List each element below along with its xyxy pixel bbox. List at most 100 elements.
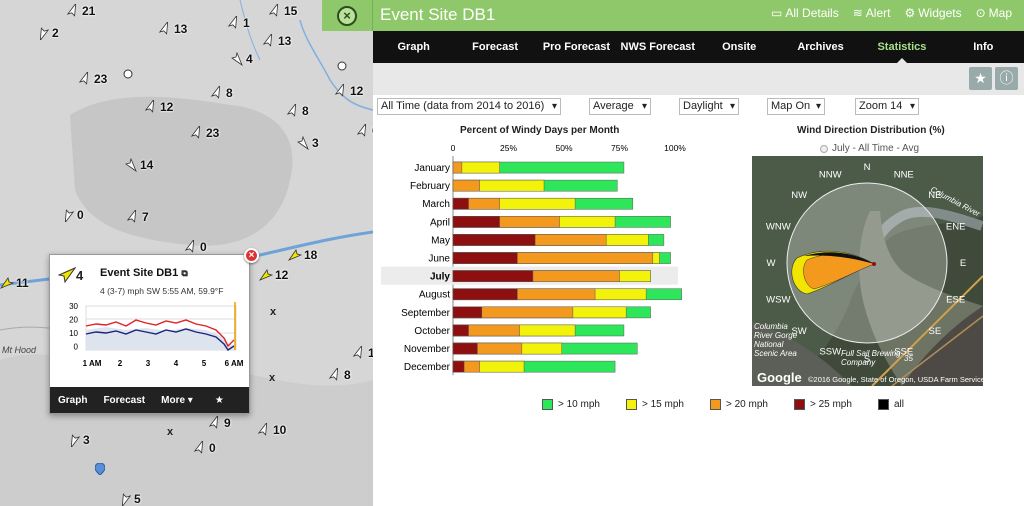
wind-station-marker[interactable]: 11 bbox=[0, 276, 29, 290]
wind-station-marker[interactable]: 15 bbox=[268, 4, 297, 18]
tab-archives[interactable]: Archives bbox=[797, 41, 844, 53]
bar-segment bbox=[452, 270, 534, 282]
tab-pro-forecast[interactable]: Pro Forecast bbox=[542, 41, 611, 53]
close-panel-button[interactable]: × bbox=[322, 0, 373, 31]
wind-station-marker[interactable]: 0 bbox=[61, 208, 84, 222]
wind-arrow-icon bbox=[144, 100, 155, 113]
wind-station-marker[interactable]: 12 bbox=[259, 268, 288, 282]
popup-nav-favorite[interactable]: ★ bbox=[214, 394, 224, 406]
wind-arrow-icon bbox=[352, 346, 363, 359]
legend-item[interactable]: > 20 mph bbox=[709, 399, 768, 410]
favorite-star-button[interactable]: ★ bbox=[969, 67, 992, 90]
all-details-link[interactable]: ▭ All Details bbox=[771, 6, 839, 20]
map-pin-icon[interactable] bbox=[95, 463, 105, 475]
wind-arrow-icon bbox=[268, 4, 279, 17]
date-range-select[interactable]: All Time (data from 2014 to 2016) bbox=[377, 98, 561, 115]
external-link-icon[interactable]: ⧉ bbox=[181, 268, 188, 278]
windy-days-bar-chart: 0 25% 50% 75% 100% January February March April M… bbox=[381, 143, 686, 376]
wind-station-marker[interactable]: 12 bbox=[352, 346, 373, 360]
legend-label: > 15 mph bbox=[641, 399, 684, 410]
map-circle-marker[interactable] bbox=[123, 68, 133, 80]
tab-statistics[interactable]: Statistics bbox=[861, 31, 942, 63]
wind-station-marker[interactable]: 18 bbox=[288, 248, 317, 262]
legend-item[interactable]: > 15 mph bbox=[625, 399, 684, 410]
rose-direction-label: NW bbox=[791, 190, 807, 201]
statistic-select[interactable]: Average bbox=[589, 98, 651, 115]
popup-mini-chart[interactable]: 30 20 10 0 1 AM 2 3 4 5 6 AM bbox=[56, 300, 246, 372]
bar-category-label: December bbox=[404, 362, 451, 373]
wind-station-marker[interactable]: 23 bbox=[190, 126, 219, 140]
legend-item[interactable]: all bbox=[877, 399, 904, 410]
map-x-marker[interactable]: x bbox=[167, 426, 174, 438]
wind-station-marker[interactable]: 1 bbox=[227, 16, 250, 30]
popup-nav-more[interactable]: More ▾ bbox=[161, 394, 193, 406]
wind-station-marker[interactable]: 9 bbox=[208, 416, 231, 430]
wind-station-marker[interactable]: 3 bbox=[67, 433, 90, 447]
wind-station-marker[interactable]: 3 bbox=[296, 136, 319, 150]
map-circle-marker[interactable] bbox=[337, 60, 347, 72]
widgets-link[interactable]: ⚙ Widgets bbox=[904, 6, 962, 20]
wind-arrow-icon bbox=[39, 27, 50, 40]
wind-speed-label: 8 bbox=[302, 104, 309, 118]
map-place-label: National bbox=[754, 340, 784, 349]
wind-station-marker[interactable]: 7 bbox=[126, 210, 149, 224]
popup-nav-graph[interactable]: Graph bbox=[58, 394, 88, 406]
station-popup[interactable]: 4 Event Site DB1 ⧉ 4 (3-7) mph SW 5:55 A… bbox=[49, 254, 250, 414]
wind-arrow-icon bbox=[262, 34, 273, 47]
wind-rose-chart[interactable]: N NNE NE ENE E ESE SE SSE S SSW SW WSW W WNW NW NNW Col… bbox=[752, 156, 983, 386]
wind-station-marker[interactable]: 23 bbox=[78, 72, 107, 86]
rose-direction-label: SW bbox=[791, 326, 806, 337]
wind-station-marker[interactable]: 8 bbox=[286, 104, 309, 118]
legend-item[interactable]: > 25 mph bbox=[793, 399, 852, 410]
wind-arrow-icon bbox=[288, 249, 302, 261]
bar-segment bbox=[452, 324, 469, 337]
wind-station-marker[interactable]: 8 bbox=[328, 368, 351, 382]
alert-link[interactable]: ≋ Alert bbox=[852, 6, 891, 20]
legend-swatch bbox=[793, 399, 805, 410]
close-icon: × bbox=[337, 5, 357, 26]
popup-close-button[interactable]: × bbox=[244, 248, 259, 263]
wind-station-marker[interactable]: 10 bbox=[257, 423, 286, 437]
wind-station-marker[interactable]: 2 bbox=[36, 26, 59, 40]
mini-chart-x-tick: 3 bbox=[146, 359, 151, 368]
wind-station-marker[interactable]: 5 bbox=[118, 492, 141, 506]
zoom-select[interactable]: Zoom 14 bbox=[855, 98, 919, 115]
bar-category-label: November bbox=[404, 344, 451, 355]
wind-station-marker[interactable]: 8 bbox=[210, 86, 233, 100]
legend-swatch bbox=[625, 399, 637, 410]
map-link[interactable]: ⊙ Map bbox=[975, 6, 1012, 20]
wind-station-marker[interactable]: 0 bbox=[184, 240, 207, 254]
wind-station-marker[interactable]: 13 bbox=[262, 34, 291, 48]
wind-station-marker[interactable]: 13 bbox=[158, 22, 187, 36]
filter-row: All Time (data from 2014 to 2016) Averag… bbox=[373, 97, 1024, 117]
place-label-mt-hood: Mt Hood bbox=[2, 345, 37, 355]
popup-nav-forecast[interactable]: Forecast bbox=[103, 394, 146, 406]
tab-graph[interactable]: Graph bbox=[397, 41, 430, 53]
bar-x-tick: 50% bbox=[555, 143, 572, 153]
info-button[interactable]: ⓘ bbox=[995, 67, 1018, 90]
wind-speed-label: 9 bbox=[224, 416, 231, 430]
wind-station-marker[interactable]: 14 bbox=[124, 158, 153, 172]
wind-speed-label: 3 bbox=[83, 433, 90, 447]
wind-station-marker[interactable]: 12 bbox=[334, 84, 363, 98]
bar-segment bbox=[452, 288, 518, 301]
map-x-marker[interactable]: x bbox=[270, 306, 277, 318]
map-x-marker[interactable]: x bbox=[269, 372, 276, 384]
tab-info[interactable]: Info bbox=[973, 41, 994, 53]
map-toggle-select[interactable]: Map On bbox=[767, 98, 825, 115]
rose-series-legend[interactable]: July - All Time - Avg bbox=[820, 143, 919, 154]
wind-station-marker[interactable]: 4 bbox=[230, 52, 253, 66]
legend-item[interactable]: > 10 mph bbox=[542, 399, 600, 410]
wind-speed-label: 0 bbox=[200, 240, 207, 254]
period-select[interactable]: Daylight bbox=[679, 98, 739, 115]
map-area[interactable]: 2121311513823412823312140071112188910035… bbox=[0, 0, 373, 506]
tab-onsite[interactable]: Onsite bbox=[722, 41, 757, 53]
wind-station-marker[interactable]: 21 bbox=[66, 4, 95, 18]
wind-station-marker[interactable]: 12 bbox=[144, 100, 173, 114]
tab-forecast[interactable]: Forecast bbox=[472, 41, 518, 53]
popup-title[interactable]: Event Site DB1 ⧉ bbox=[100, 267, 188, 279]
wind-station-marker[interactable]: 0 bbox=[356, 124, 373, 138]
wind-arrow-icon bbox=[286, 104, 297, 117]
wind-station-marker[interactable]: 0 bbox=[193, 441, 216, 455]
tab-nws-forecast[interactable]: NWS Forecast bbox=[620, 41, 696, 53]
